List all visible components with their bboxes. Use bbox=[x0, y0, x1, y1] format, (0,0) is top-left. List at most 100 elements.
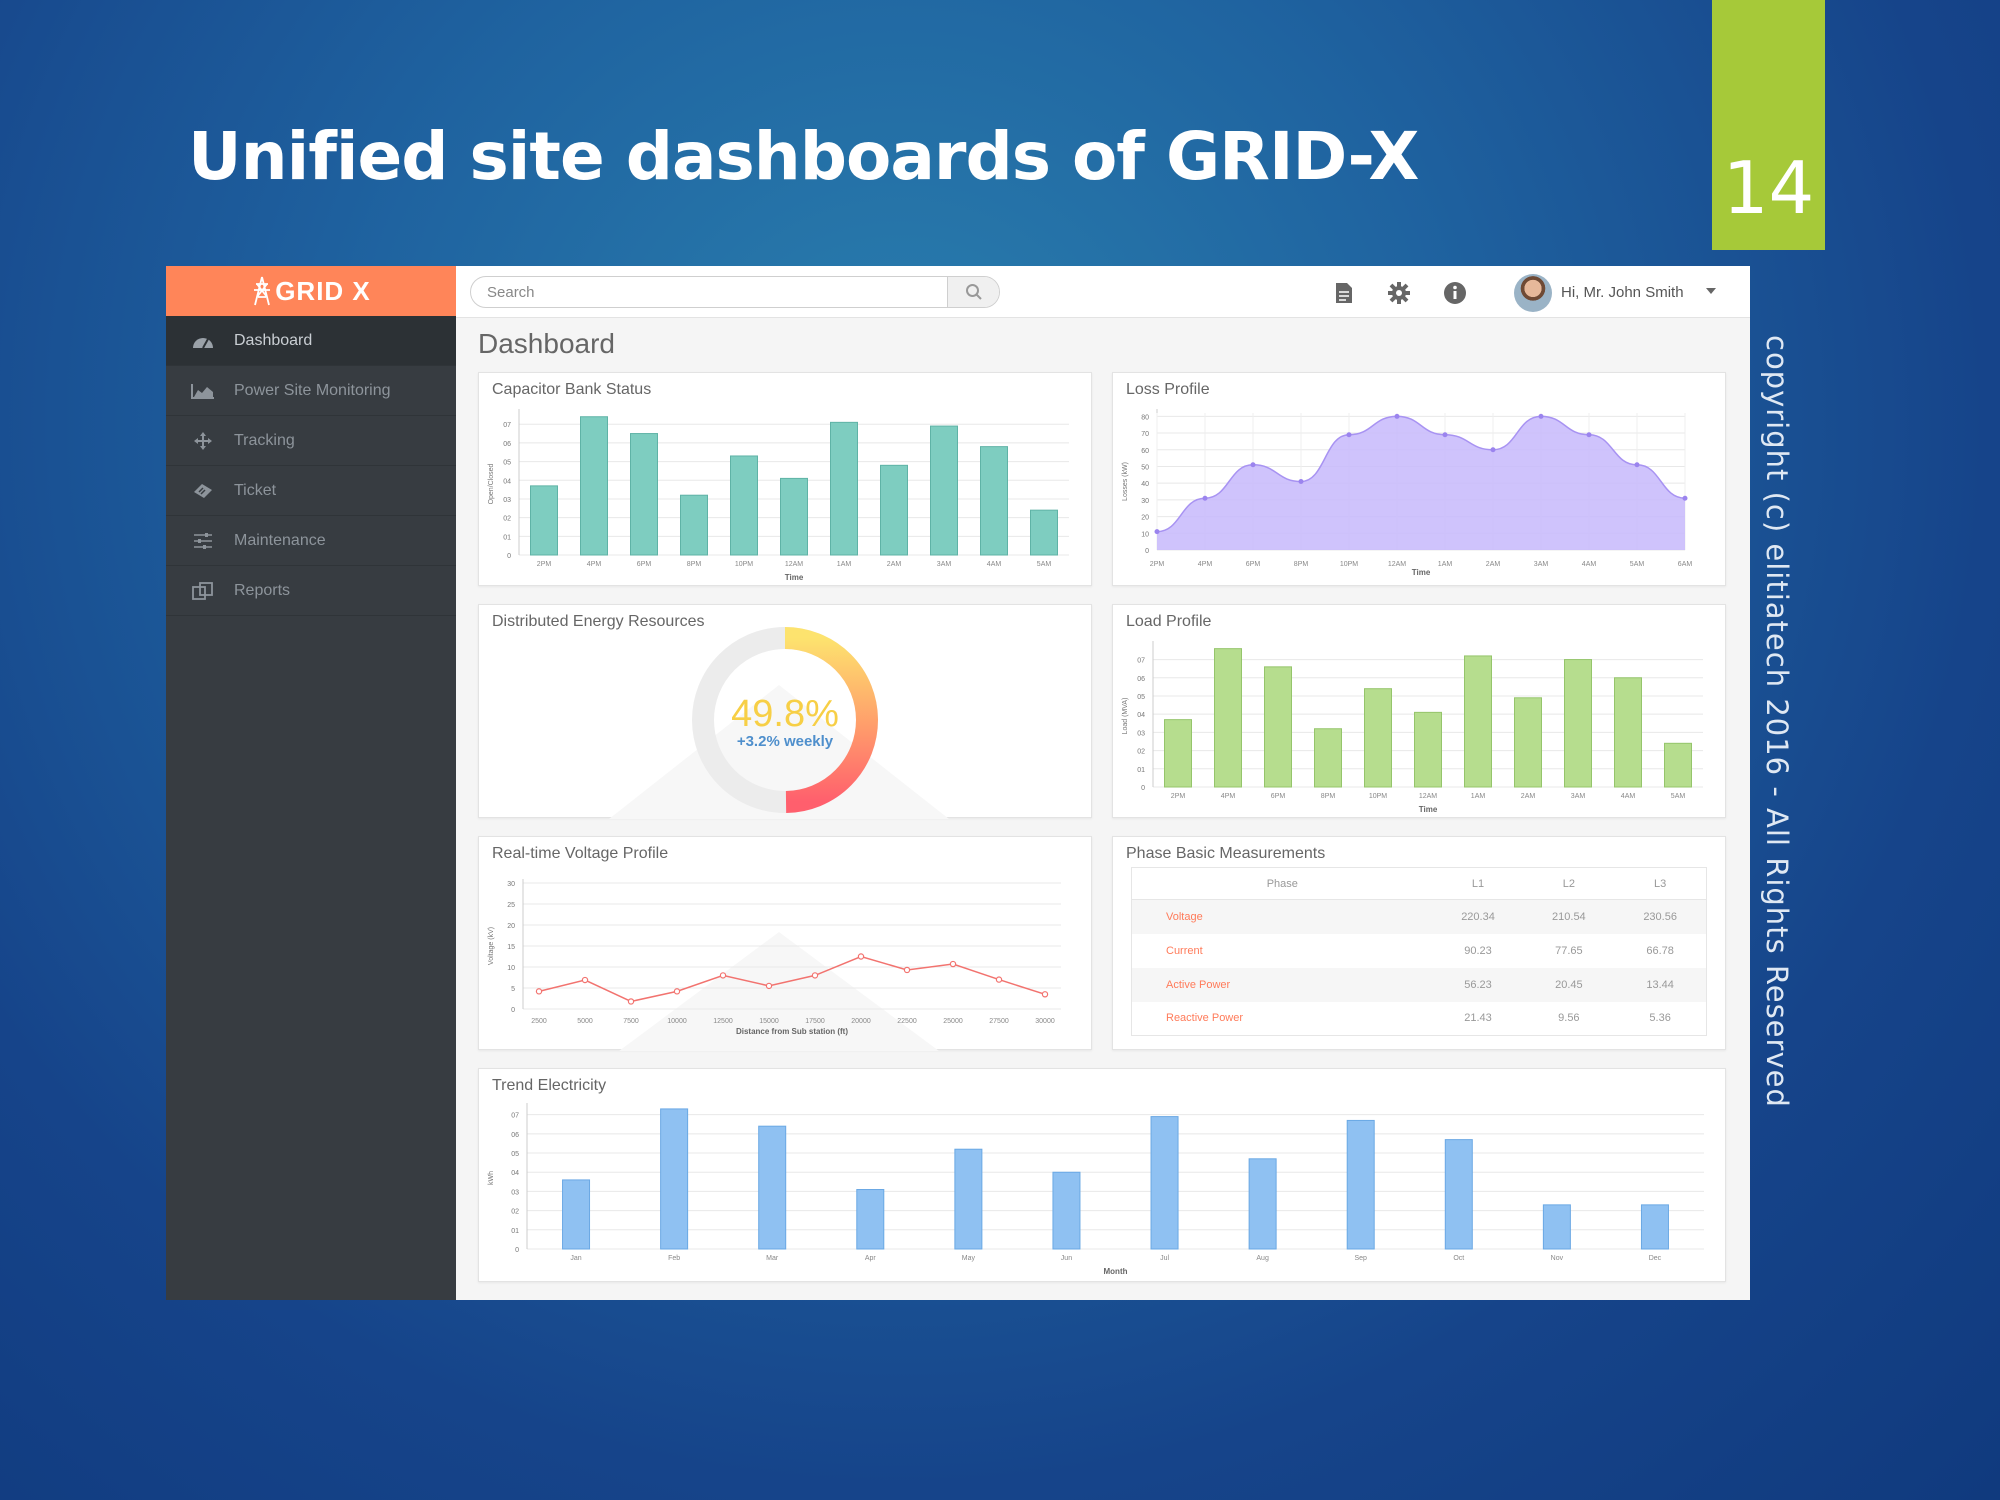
y-tick-label: 10 bbox=[1141, 531, 1149, 538]
x-tick-label: 3AM bbox=[937, 561, 952, 568]
x-tick-label: 6PM bbox=[1271, 793, 1286, 800]
y-tick-label: 03 bbox=[503, 497, 511, 504]
bar bbox=[660, 1108, 689, 1250]
watermark-triangle bbox=[609, 685, 949, 819]
sidebar-item-power-site-monitoring[interactable]: Power Site Monitoring bbox=[166, 366, 456, 416]
sidebar-item-maintenance[interactable]: Maintenance bbox=[166, 516, 456, 566]
x-tick-label: 4PM bbox=[1221, 793, 1236, 800]
x-tick-label: 20000 bbox=[851, 1018, 871, 1025]
voltage-profile-card: Real-time Voltage Profile 0 5 10 15 20 25 30 Vo… bbox=[478, 836, 1092, 1051]
x-tick-label: Jun bbox=[1061, 1255, 1072, 1262]
data-point bbox=[949, 960, 957, 968]
x-tick-label: 4AM bbox=[987, 561, 1002, 568]
y-tick-label: 01 bbox=[503, 534, 511, 541]
row-label: Reactive Power bbox=[1166, 1012, 1244, 1025]
slide-title: Unified site dashboards of GRID-X bbox=[188, 118, 1419, 195]
x-tick-label: 6PM bbox=[1246, 561, 1261, 568]
avatar[interactable] bbox=[1514, 274, 1552, 312]
x-tick-label: 30000 bbox=[1035, 1018, 1055, 1025]
table-cell: 21.43 bbox=[1464, 1012, 1492, 1025]
bar bbox=[1542, 1204, 1571, 1250]
x-tick-label: 10PM bbox=[1340, 561, 1358, 568]
sidebar-item-dashboard[interactable]: Dashboard bbox=[166, 316, 456, 366]
table-cell: 9.56 bbox=[1558, 1012, 1580, 1025]
ticket-icon bbox=[188, 482, 218, 500]
loss-profile-chart: 0 10 20 30 40 50 60 70 80 Losses (kW) Time 2PM 4PM 6P… bbox=[1122, 409, 1692, 577]
data-point bbox=[719, 972, 727, 979]
table-header-row: Phase L1 L2 L3 bbox=[1131, 867, 1707, 900]
y-tick-label: 10 bbox=[507, 965, 515, 972]
y-tick-label: 07 bbox=[511, 1113, 519, 1120]
y-tick-label: 05 bbox=[511, 1151, 519, 1158]
voltage-line bbox=[538, 955, 1046, 1003]
info-icon[interactable] bbox=[1442, 280, 1468, 306]
sidebar-item-label: Reports bbox=[234, 581, 291, 599]
search-button[interactable] bbox=[947, 277, 999, 307]
data-point bbox=[903, 966, 911, 974]
x-tick-label: 4AM bbox=[1582, 561, 1597, 568]
x-tick-label: Jan bbox=[570, 1255, 581, 1262]
bar bbox=[530, 485, 558, 556]
y-tick-label: 30 bbox=[1141, 498, 1149, 505]
sidebar-item-tracking[interactable]: Tracking bbox=[166, 416, 456, 466]
x-tick-label: 4PM bbox=[587, 561, 602, 568]
loss-area bbox=[1157, 416, 1685, 550]
bar bbox=[1150, 1116, 1179, 1250]
x-tick-label: 8PM bbox=[687, 561, 702, 568]
x-tick-label: 4AM bbox=[1621, 793, 1636, 800]
y-tick-label: 0 bbox=[511, 1007, 515, 1014]
x-tick-label: 2AM bbox=[1521, 793, 1536, 800]
data-point bbox=[1041, 991, 1049, 998]
data-point bbox=[811, 972, 819, 979]
x-tick-label: 12AM bbox=[1388, 561, 1406, 568]
x-tick-label: 1AM bbox=[837, 561, 852, 568]
phase-table: Phase L1 L2 L3 Voltage 220.34 210.54 230… bbox=[1131, 867, 1707, 1036]
x-axis-label: Month bbox=[1104, 1267, 1128, 1276]
x-tick-label: Sep bbox=[1354, 1255, 1367, 1262]
x-tick-label: Nov bbox=[1551, 1255, 1564, 1262]
sidebar-item-ticket[interactable]: Ticket bbox=[166, 466, 456, 516]
bar bbox=[880, 464, 908, 556]
column-header: L2 bbox=[1523, 867, 1615, 900]
y-axis-label: kWh bbox=[488, 1171, 495, 1185]
der-donut-chart bbox=[609, 627, 949, 819]
y-tick-label: 06 bbox=[1137, 676, 1145, 683]
row-label: Current bbox=[1166, 944, 1203, 957]
bar bbox=[1314, 728, 1342, 788]
page-title: Dashboard bbox=[478, 328, 615, 359]
x-axis-label: Time bbox=[1419, 805, 1438, 814]
x-tick-label: 8PM bbox=[1321, 793, 1336, 800]
table-cell: 66.78 bbox=[1646, 944, 1674, 957]
x-tick-label: 2AM bbox=[887, 561, 902, 568]
bar bbox=[1414, 711, 1442, 788]
x-axis-label: Time bbox=[785, 573, 804, 582]
y-tick-label: 07 bbox=[1137, 658, 1145, 665]
loss-profile-card: Loss Profile 0 10 20 30 40 50 60 70 80 Losses (kW… bbox=[1112, 372, 1726, 586]
y-tick-label: 04 bbox=[511, 1170, 519, 1177]
data-point bbox=[1202, 495, 1208, 501]
chevron-down-icon[interactable] bbox=[1706, 288, 1716, 294]
bar bbox=[1464, 655, 1492, 788]
x-axis-label: Time bbox=[1412, 568, 1431, 577]
x-tick-label: 15000 bbox=[759, 1018, 779, 1025]
logo[interactable]: GRID X bbox=[166, 266, 456, 316]
bar bbox=[758, 1125, 787, 1250]
x-tick-label: 2500 bbox=[531, 1018, 547, 1025]
bar bbox=[780, 477, 808, 556]
search-input[interactable] bbox=[471, 277, 951, 307]
data-point bbox=[1586, 432, 1592, 438]
column-header: L1 bbox=[1432, 867, 1524, 900]
bar bbox=[1164, 719, 1192, 788]
document-icon[interactable] bbox=[1331, 280, 1357, 306]
x-tick-label: 4PM bbox=[1198, 561, 1213, 568]
gear-icon[interactable] bbox=[1386, 280, 1412, 306]
data-point bbox=[1538, 413, 1544, 419]
bar bbox=[954, 1148, 983, 1250]
column-header: L3 bbox=[1614, 867, 1707, 900]
trend-electricity-card: Trend Electricity 0 01 02 03 04 05 06 07 kWh Mont… bbox=[478, 1068, 1726, 1282]
table-row: Voltage 220.34 210.54 230.56 bbox=[1131, 899, 1707, 934]
table-cell: 56.23 bbox=[1432, 967, 1524, 1002]
sidebar-item-reports[interactable]: Reports bbox=[166, 566, 456, 616]
bar bbox=[1030, 509, 1058, 556]
user-greeting[interactable]: Hi, Mr. John Smith bbox=[1561, 284, 1684, 301]
